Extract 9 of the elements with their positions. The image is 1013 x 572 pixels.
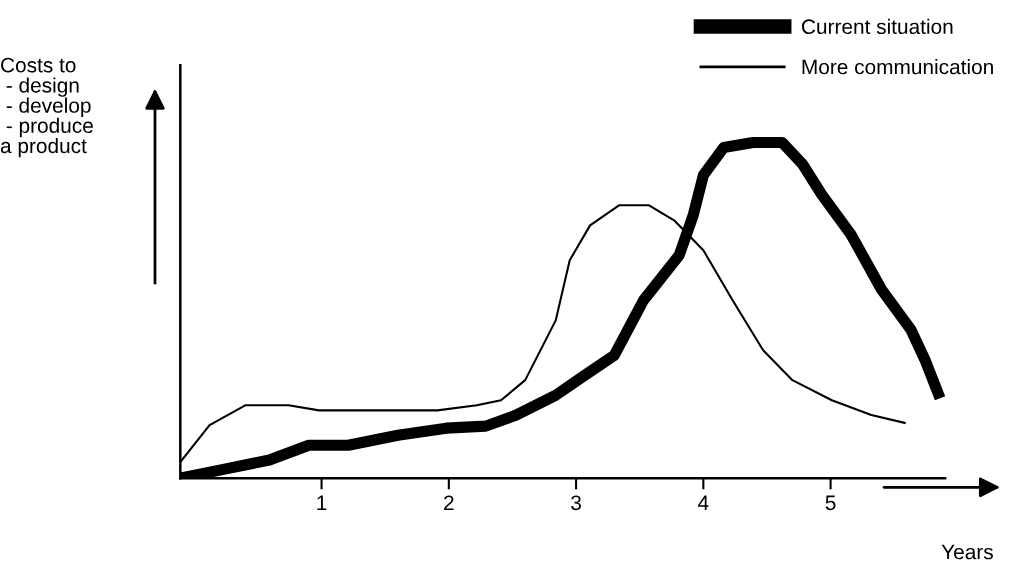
x-tick-label: 5	[825, 495, 836, 511]
legend-label: Current situation	[801, 18, 953, 35]
x-tick-label: 1	[317, 495, 327, 510]
x-tick-label: 4	[698, 495, 709, 510]
x-tick-label: 3	[571, 495, 581, 511]
x-tick-label: 2	[444, 495, 454, 510]
y-axis-title: Costs to - design - develop - produce a product	[0, 57, 93, 158]
x-axis-title: Years	[941, 544, 993, 560]
legend-label: More communication	[802, 59, 993, 75]
